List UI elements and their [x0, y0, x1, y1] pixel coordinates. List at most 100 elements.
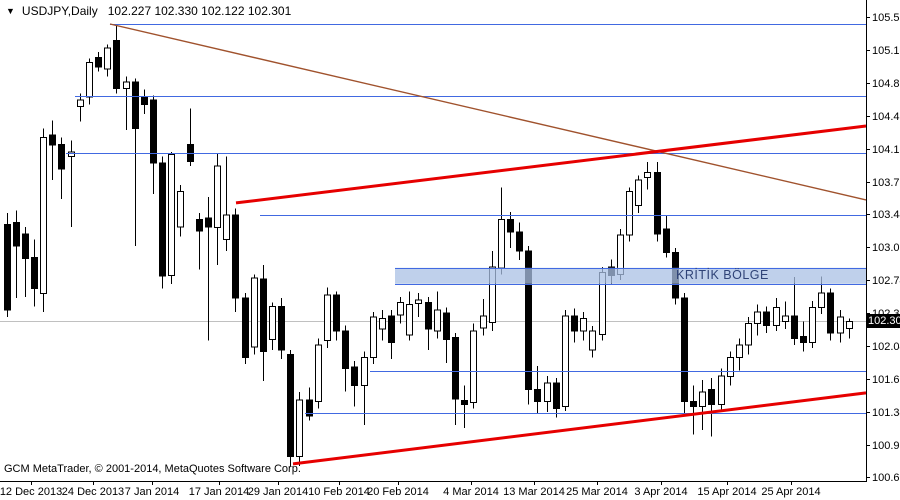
price-axis-label: 101.690	[872, 374, 900, 386]
candle	[351, 361, 358, 407]
candle	[589, 326, 596, 358]
candle	[4, 213, 11, 317]
time-axis-label: 13 Mar 2014	[503, 486, 565, 498]
candle	[507, 212, 514, 248]
chart-title: ▼ USDJPY,Daily 102.227 102.330 102.122 102…	[6, 4, 291, 18]
price-axis-label: 100.990	[872, 440, 900, 452]
time-axis-label: 20 Feb 2014	[367, 486, 429, 498]
candle	[452, 332, 459, 426]
candle	[205, 197, 212, 341]
candle	[150, 95, 157, 195]
candle	[49, 120, 56, 181]
candle	[251, 274, 258, 355]
time-axis-label: 25 Apr 2014	[761, 486, 820, 498]
collapse-icon[interactable]: ▼	[6, 6, 15, 16]
candle	[278, 298, 285, 360]
candle	[342, 325, 349, 392]
candle	[754, 304, 761, 336]
candle	[516, 222, 523, 261]
candle	[123, 76, 130, 131]
candle	[425, 297, 432, 350]
candle	[800, 321, 807, 352]
candle	[708, 378, 715, 437]
candle	[68, 140, 75, 228]
critical-zone-label[interactable]: KRİTİK BÖLGE	[676, 268, 769, 282]
candle	[333, 291, 340, 341]
price-axis-label: 102.740	[872, 275, 900, 287]
time-axis-label: 4 Mar 2014	[443, 486, 499, 498]
candle	[443, 307, 450, 363]
time-axis-label: 24 Dec 2013	[62, 486, 124, 498]
candle	[580, 312, 587, 341]
candle	[58, 137, 65, 199]
copyright-note: GCM MetaTrader, © 2001-2014, MetaQuotes …	[4, 463, 301, 475]
rising-red-trendline-lower[interactable]	[292, 391, 867, 466]
current-price-tag: 102.301	[866, 314, 900, 328]
candle	[763, 306, 770, 333]
candle	[736, 338, 743, 371]
candle	[654, 162, 661, 242]
candle	[13, 210, 20, 298]
candle	[553, 378, 560, 418]
candle	[141, 89, 148, 115]
price-axis-label: 104.480	[872, 111, 900, 123]
candle	[809, 300, 816, 348]
candle	[296, 392, 303, 466]
candle	[196, 213, 203, 270]
candle	[22, 227, 29, 297]
candle	[397, 297, 404, 324]
candle	[663, 215, 670, 258]
candle	[260, 265, 267, 381]
candle	[745, 316, 752, 355]
time-axis-label: 12 Dec 2013	[0, 486, 62, 498]
candle	[177, 184, 184, 237]
candle	[727, 351, 734, 386]
candle	[388, 310, 395, 360]
price-axis-label: 105.530	[872, 12, 900, 24]
candle	[681, 293, 688, 414]
candle	[434, 291, 441, 339]
candle	[168, 151, 175, 284]
candle	[187, 108, 194, 166]
candle	[544, 376, 551, 412]
candle	[470, 323, 477, 409]
price-axis-label: 101.340	[872, 407, 900, 419]
price-axis-label: 103.780	[872, 177, 900, 189]
time-axis-label: 10 Feb 2014	[308, 486, 370, 498]
candle	[406, 291, 413, 341]
candle	[214, 153, 221, 265]
candle	[370, 312, 377, 364]
candle	[269, 302, 276, 350]
time-axis[interactable]: 12 Dec 2013 24 Dec 2013 7 Jan 2014 17 Jan 2…	[0, 486, 821, 498]
candle	[306, 387, 313, 421]
candle	[489, 250, 496, 331]
candle	[379, 310, 386, 341]
candle	[718, 368, 725, 412]
descending-brown-trendline[interactable]	[109, 23, 867, 201]
price-axis-label: 103.090	[872, 242, 900, 254]
candle	[415, 293, 422, 317]
time-axis-label: 7 Jan 2014	[125, 486, 179, 498]
price-axis-label: 104.830	[872, 78, 900, 90]
candle	[104, 44, 111, 77]
candle	[223, 156, 230, 251]
candle	[324, 287, 331, 348]
price-axis[interactable]: 105.530 105.180 104.830 104.480 104.130 103.7…	[872, 12, 900, 484]
rising-red-trendline-upper[interactable]	[235, 124, 867, 205]
price-axis-label: 100.650	[872, 472, 900, 484]
candle	[846, 318, 853, 339]
candle	[626, 187, 633, 242]
candle	[287, 349, 294, 467]
candle	[113, 24, 120, 94]
critical-zone-rect[interactable]	[395, 267, 866, 284]
candle	[534, 365, 541, 413]
candle	[782, 301, 789, 330]
candle	[242, 293, 249, 364]
candle	[773, 298, 780, 331]
candle	[690, 385, 697, 435]
candle	[644, 162, 651, 190]
time-axis-label: 15 Apr 2014	[697, 486, 756, 498]
candle	[635, 175, 642, 214]
